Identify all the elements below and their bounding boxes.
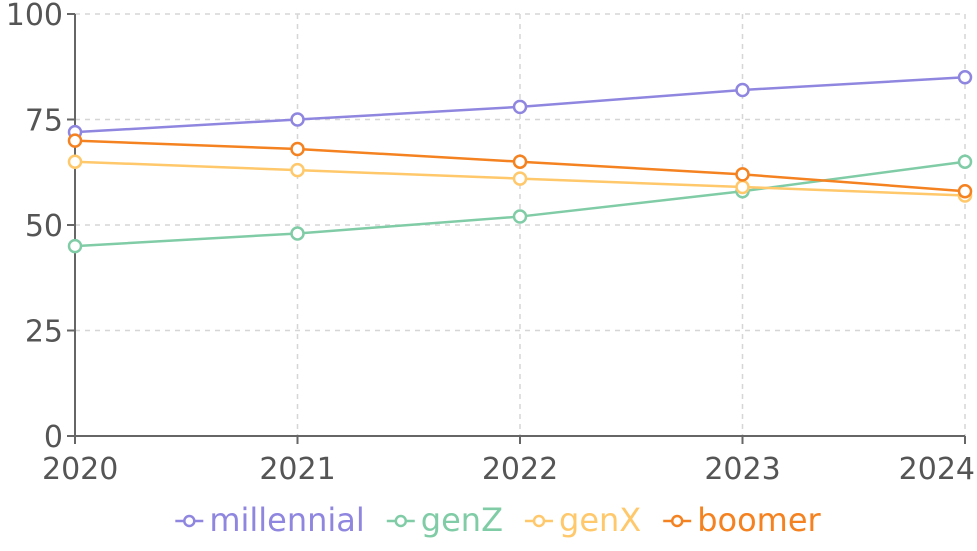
x-tick-label: 2020 <box>42 452 118 487</box>
data-point[interactable] <box>290 162 305 178</box>
y-tick-label: 0 <box>44 420 63 455</box>
x-tick-label: 2022 <box>482 452 558 487</box>
y-tick-label: 50 <box>25 209 63 244</box>
y-tick-label: 75 <box>25 104 63 139</box>
x-tick-label: 2024 <box>899 452 975 487</box>
data-point[interactable] <box>957 70 973 85</box>
y-tick-label: 100 <box>6 0 63 33</box>
x-tick-label: 2021 <box>259 452 335 487</box>
x-tick-label: 2023 <box>704 452 780 487</box>
legend-point-marker <box>532 514 546 528</box>
data-point[interactable] <box>512 209 528 224</box>
data-point[interactable] <box>67 133 83 148</box>
legend-label: millennial <box>209 501 364 539</box>
legend-point-marker <box>670 514 684 528</box>
data-point[interactable] <box>512 171 528 186</box>
data-point[interactable] <box>290 141 305 157</box>
legend-label: boomer <box>697 501 821 539</box>
legend-point-marker <box>394 514 408 528</box>
legend-item-boomer[interactable]: boomer <box>663 501 822 539</box>
data-point[interactable] <box>957 154 973 169</box>
legend-point-marker <box>183 514 196 528</box>
data-point[interactable] <box>957 183 973 199</box>
series-millennial <box>67 70 973 140</box>
data-point[interactable] <box>512 99 528 115</box>
legend-item-genz[interactable]: genZ <box>386 501 503 539</box>
data-point[interactable] <box>67 238 83 254</box>
legend-label: genZ <box>421 501 503 539</box>
legend-item-millennial[interactable]: millennial <box>175 501 365 539</box>
data-point[interactable] <box>735 179 750 195</box>
legend-item-genx[interactable]: genX <box>525 501 641 539</box>
data-point[interactable] <box>290 112 305 127</box>
grid-lines <box>75 13 966 436</box>
data-point[interactable] <box>67 154 83 169</box>
data-point[interactable] <box>290 226 305 241</box>
series-lines <box>67 70 973 254</box>
series-boomer <box>67 133 973 199</box>
axes: 0 25 50 75 100 2020 2021 2022 2023 2024 <box>6 0 975 487</box>
y-tick-label: 25 <box>25 315 63 350</box>
data-point[interactable] <box>512 154 528 169</box>
data-point[interactable] <box>735 167 750 182</box>
data-point[interactable] <box>735 82 750 98</box>
legend[interactable]: millennial genZ genX boomer <box>175 501 822 539</box>
legend-label: genX <box>559 501 641 539</box>
